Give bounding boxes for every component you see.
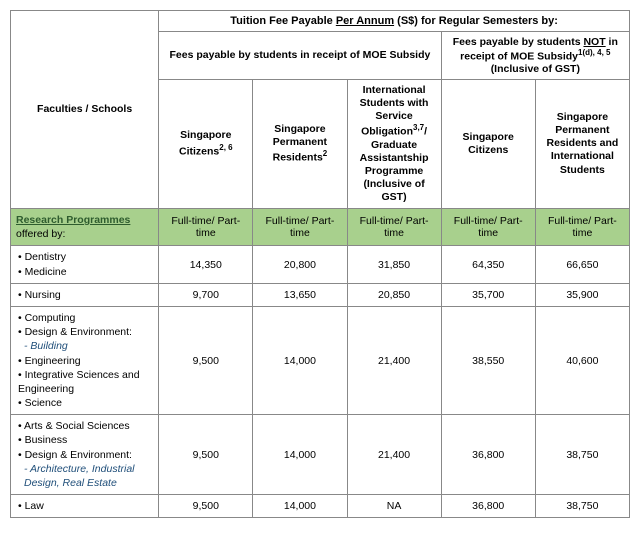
header-subsidy-group: Fees payable by students in receipt of M…: [159, 32, 441, 80]
fee-cell: 14,000: [253, 306, 347, 414]
faculty-cell: • Nursing: [11, 283, 159, 306]
header-col-intl-sub: International Students with Service Obli…: [347, 79, 441, 209]
table-row: • Computing• Design & Environment:- Buil…: [11, 306, 630, 414]
faculty-item: • Medicine: [16, 265, 153, 279]
fee-cell: 35,900: [535, 283, 629, 306]
fee-cell: 40,600: [535, 306, 629, 414]
header-col-sc-nosub: Singapore Citizens: [441, 79, 535, 209]
fee-cell: 35,700: [441, 283, 535, 306]
fee-cell: 36,800: [441, 495, 535, 518]
faculty-item: • Engineering: [16, 354, 153, 368]
faculty-item: • Design & Environment:: [16, 325, 153, 339]
ft-pt-cell: Full-time/ Part-time: [535, 209, 629, 246]
ft-pt-cell: Full-time/ Part-time: [253, 209, 347, 246]
ft-pt-cell: Full-time/ Part-time: [159, 209, 253, 246]
fee-cell: 14,000: [253, 495, 347, 518]
research-programmes-row: Research Programmes offered by: Full-tim…: [11, 209, 630, 246]
table-row: • Nursing 9,70013,65020,85035,70035,900: [11, 283, 630, 306]
faculty-item: • Business: [16, 433, 153, 447]
fee-cell: NA: [347, 495, 441, 518]
fee-cell: 20,850: [347, 283, 441, 306]
fee-cell: 9,700: [159, 283, 253, 306]
faculty-subitem: - Architecture, Industrial Design, Real …: [16, 462, 153, 490]
faculty-item: • Design & Environment:: [16, 448, 153, 462]
table-row: • Arts & Social Sciences• Business• Desi…: [11, 415, 630, 495]
fee-cell: 9,500: [159, 415, 253, 495]
fee-cell: 9,500: [159, 495, 253, 518]
fee-cell: 14,350: [159, 246, 253, 283]
faculty-item: • Integrative Sciences and Engineering: [16, 368, 153, 396]
faculty-item: • Science: [16, 396, 153, 410]
faculty-cell: • Arts & Social Sciences• Business• Desi…: [11, 415, 159, 495]
faculty-subitem: - Building: [16, 339, 153, 353]
header-faculties: Faculties / Schools: [11, 11, 159, 209]
table-row: • Law 9,50014,000NA36,80038,750: [11, 495, 630, 518]
fee-cell: 21,400: [347, 415, 441, 495]
fee-cell: 38,550: [441, 306, 535, 414]
faculty-cell: • Dentistry• Medicine: [11, 246, 159, 283]
header-top: Tuition Fee Payable Per Annum (S$) for R…: [159, 11, 630, 32]
fee-cell: 64,350: [441, 246, 535, 283]
faculty-item: • Nursing: [16, 288, 153, 302]
research-programmes-label: Research Programmes: [16, 214, 130, 226]
fee-cell: 38,750: [535, 415, 629, 495]
faculty-item: • Law: [16, 499, 153, 513]
fee-cell: 13,650: [253, 283, 347, 306]
header-nonsubsidy-group: Fees payable by students NOT in receipt …: [441, 32, 629, 80]
faculty-cell: • Law: [11, 495, 159, 518]
ft-pt-cell: Full-time/ Part-time: [441, 209, 535, 246]
tuition-fee-table: Faculties / Schools Tuition Fee Payable …: [10, 10, 630, 518]
fee-cell: 21,400: [347, 306, 441, 414]
fee-cell: 9,500: [159, 306, 253, 414]
header-col-spr-sub: Singapore Permanent Residents2: [253, 79, 347, 209]
fee-cell: 14,000: [253, 415, 347, 495]
faculty-cell: • Computing• Design & Environment:- Buil…: [11, 306, 159, 414]
fee-cell: 20,800: [253, 246, 347, 283]
header-col-sc-sub: Singapore Citizens2, 6: [159, 79, 253, 209]
faculty-item: • Dentistry: [16, 250, 153, 264]
table-row: • Dentistry• Medicine14,35020,80031,8506…: [11, 246, 630, 283]
fee-cell: 66,650: [535, 246, 629, 283]
ft-pt-cell: Full-time/ Part-time: [347, 209, 441, 246]
offered-by-label: offered by:: [16, 228, 65, 240]
header-col-spr-intl-nosub: Singapore Permanent Residents and Intern…: [535, 79, 629, 209]
fee-cell: 38,750: [535, 495, 629, 518]
faculty-item: • Arts & Social Sciences: [16, 419, 153, 433]
fee-cell: 36,800: [441, 415, 535, 495]
fee-cell: 31,850: [347, 246, 441, 283]
faculty-item: • Computing: [16, 311, 153, 325]
